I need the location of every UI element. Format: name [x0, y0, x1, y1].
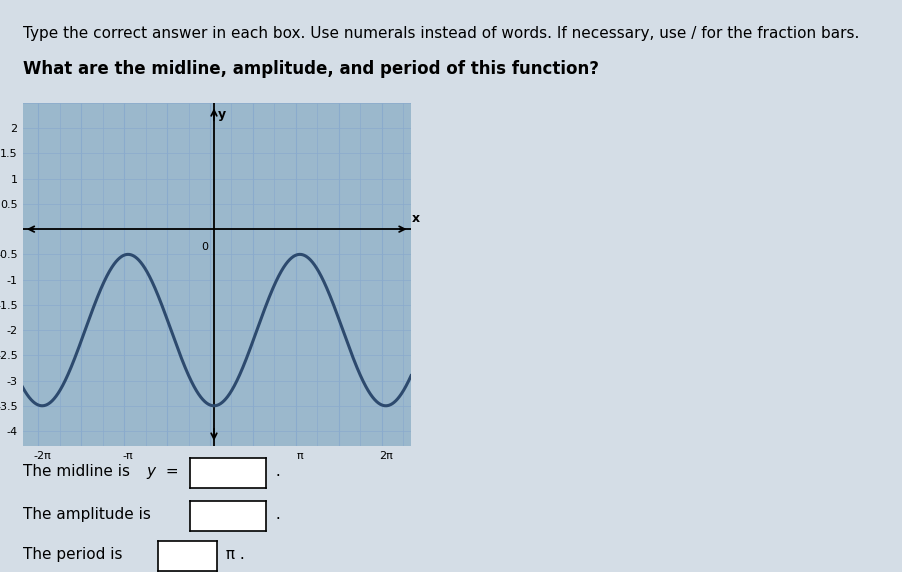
Text: x: x: [412, 212, 420, 225]
Text: Type the correct answer in each box. Use numerals instead of words. If necessary: Type the correct answer in each box. Use…: [23, 26, 858, 41]
Text: y: y: [218, 108, 226, 121]
Text: .: .: [271, 464, 281, 479]
Text: .: .: [271, 507, 281, 522]
Text: 0: 0: [201, 242, 207, 252]
Text: =: =: [161, 464, 183, 479]
Text: π .: π .: [221, 547, 244, 562]
Text: y: y: [146, 464, 155, 479]
Text: The midline is: The midline is: [23, 464, 134, 479]
Text: The period is: The period is: [23, 547, 127, 562]
Text: The amplitude is: The amplitude is: [23, 507, 155, 522]
Text: What are the midline, amplitude, and period of this function?: What are the midline, amplitude, and per…: [23, 60, 598, 78]
